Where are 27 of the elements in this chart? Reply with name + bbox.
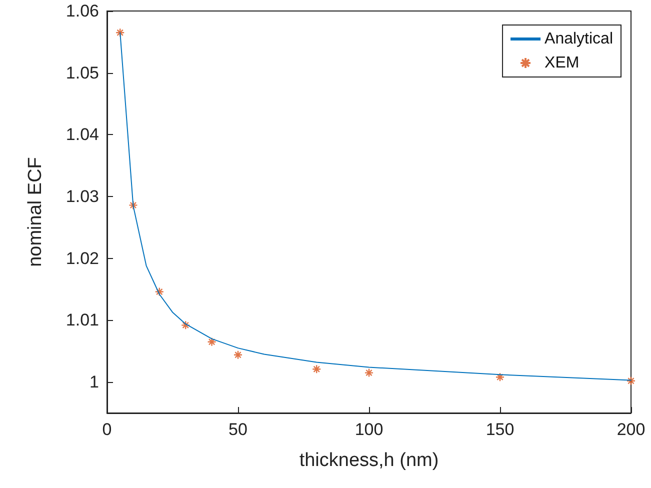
- y-axis-title: nominal ECF: [25, 157, 46, 267]
- point: [181, 320, 190, 330]
- point: [626, 376, 636, 386]
- x-tick-label: 200: [616, 420, 646, 439]
- y-tick-label: 1.06: [66, 2, 99, 20]
- point: [116, 28, 125, 38]
- point: [364, 368, 374, 378]
- y-tick-label: 1: [90, 372, 99, 392]
- legend-label: Analytical: [544, 30, 614, 48]
- line-series: [120, 32, 632, 381]
- x-tick-label: 150: [486, 420, 514, 439]
- legend-label: XEM: [544, 54, 580, 72]
- y-tick-label: 1.05: [66, 63, 99, 82]
- y-tick-label: 1.02: [66, 248, 99, 268]
- point: [154, 287, 164, 296]
- x-tick-label: 50: [228, 420, 248, 439]
- point: [207, 337, 216, 346]
- point: [128, 200, 138, 210]
- y-tick-label: 1.04: [66, 125, 99, 144]
- point: [495, 372, 505, 382]
- point: [312, 364, 322, 374]
- y-tick-label: 1.01: [66, 310, 99, 330]
- y-tick-label: 1.03: [66, 187, 99, 206]
- x-tick-label: 0: [102, 420, 112, 439]
- x-axis-title: thickness,h (nm): [299, 450, 439, 471]
- point: [233, 350, 243, 360]
- x-tick-label: 100: [354, 420, 384, 439]
